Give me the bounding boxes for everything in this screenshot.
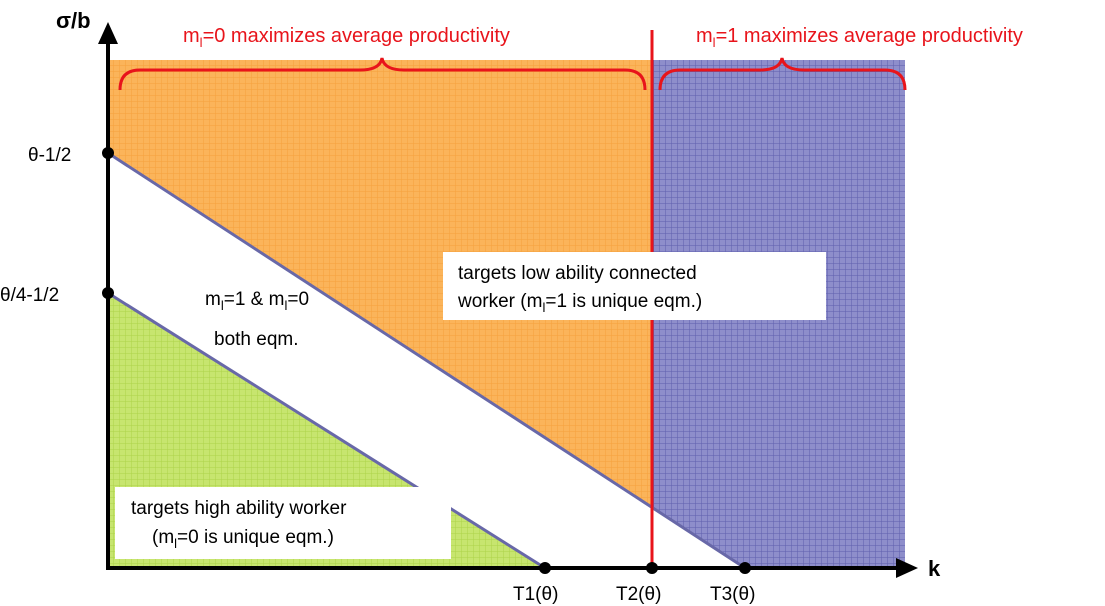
point (102, 287, 114, 299)
label-part: =0 is unique eqm.) (177, 527, 334, 548)
header-part: =1 maximizes average productivity (716, 25, 1023, 47)
label-sub: l (174, 536, 177, 551)
header-part: m (183, 25, 200, 47)
region-label: targets high ability worker (131, 498, 347, 519)
region-label: (ml=0 is unique eqm.) (152, 527, 334, 551)
x-point-label: T2(θ) (616, 584, 661, 605)
point (646, 562, 658, 574)
label-part: m (205, 289, 221, 310)
label-sub: l (542, 300, 545, 315)
label-box (443, 252, 826, 320)
label-part: worker (m (457, 291, 542, 312)
x-axis-label: k (928, 556, 941, 581)
label-sub: l (284, 298, 287, 313)
x-arrow (896, 558, 918, 578)
point (739, 562, 751, 574)
region-label: worker (ml=1 is unique eqm.) (457, 291, 702, 315)
label-box (115, 487, 451, 559)
right-brace (658, 57, 907, 91)
label-sub: l (221, 298, 224, 313)
header-sub: l (713, 35, 716, 50)
x-point-label: T1(θ) (513, 584, 558, 605)
point (102, 147, 114, 159)
point (539, 562, 551, 574)
region-label: ml=1 & ml=0 (205, 289, 309, 313)
upper-boundary (107, 151, 746, 570)
left-brace (118, 57, 647, 91)
label-part: (m (152, 527, 174, 548)
header-part: m (696, 25, 713, 47)
header: ml=0 maximizes average productivity (183, 25, 510, 50)
label-part: =1 is unique eqm.) (545, 291, 702, 312)
orange-region (108, 60, 652, 507)
header-part: =0 maximizes average productivity (203, 25, 510, 47)
x-point-label: T3(θ) (710, 584, 755, 605)
label-part: =0 (287, 289, 309, 310)
header: ml=1 maximizes average productivity (696, 25, 1023, 50)
y-point-label: θ-1/2 (28, 145, 71, 166)
label-part: =1 & m (224, 289, 285, 310)
lower-boundary (107, 291, 546, 570)
region-label: targets low ability connected (458, 263, 697, 284)
region-label: both eqm. (214, 329, 299, 350)
y-arrow (98, 22, 118, 44)
header-sub: l (200, 35, 203, 50)
y-point-label: θ/4-1/2 (0, 285, 59, 306)
y-axis-label: σ/b (56, 8, 91, 33)
